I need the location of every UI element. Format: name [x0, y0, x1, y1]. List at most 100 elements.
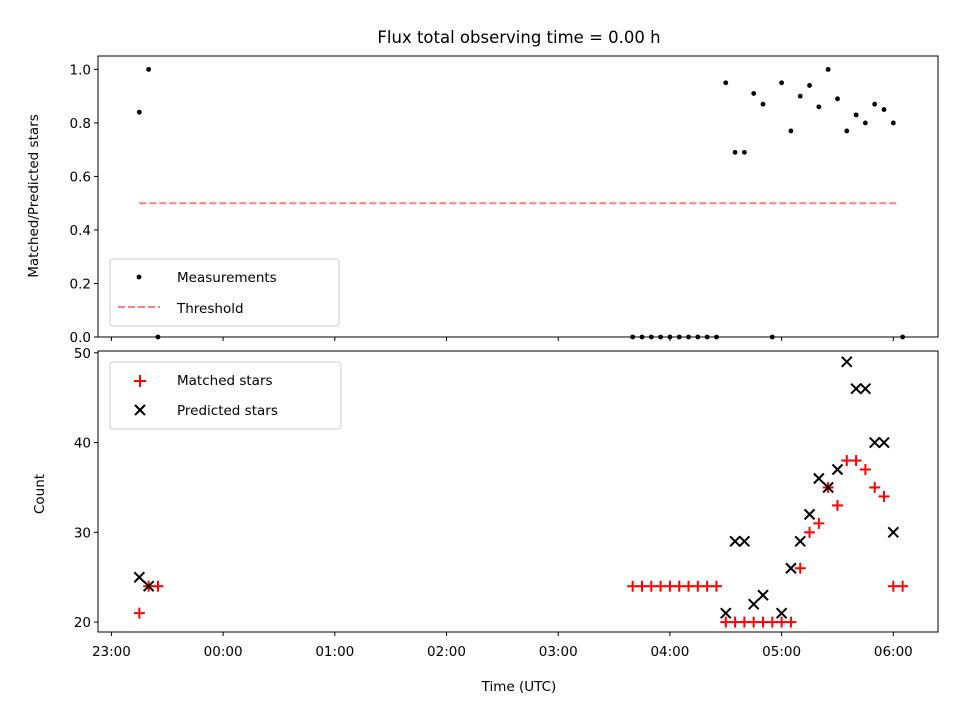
matched-star-point: [757, 616, 769, 628]
predicted-star-point: [785, 562, 797, 574]
predicted-star-point: [850, 382, 862, 395]
predicted-star-point: [868, 436, 881, 449]
x-tick-label: 04:00: [650, 644, 689, 660]
bottom-legend: Matched stars Predicted stars: [109, 361, 342, 430]
predicted-star-point: [720, 607, 732, 619]
legend-predicted-label: Predicted stars: [177, 403, 278, 419]
top-y-tick-label: 0.2: [70, 276, 91, 292]
bottom-plot-area: [133, 356, 909, 628]
measurement-point: [807, 83, 812, 88]
bottom-legend-box: [109, 361, 342, 430]
x-axis-label: Time (UTC): [481, 679, 557, 695]
predicted-star-point: [878, 436, 890, 449]
matched-star-point: [897, 580, 909, 592]
matched-star-point: [850, 455, 862, 467]
x-tick-label: 02:00: [427, 644, 466, 660]
bottom-x-axis: 23:00 00:00 01:00 02:00 03:00 04:00 05:00 06:00: [92, 632, 913, 660]
matched-star-point: [655, 580, 667, 592]
x-tick-label: 01:00: [315, 644, 354, 660]
matched-star-point: [636, 580, 648, 592]
bottom-y-tick-label: 50: [74, 346, 91, 362]
matched-star-point: [813, 517, 825, 529]
matched-star-point: [878, 490, 890, 502]
measurement-point: [146, 66, 152, 72]
bottom-y-axis: 20 30 40 50: [74, 346, 98, 631]
measurement-point: [751, 91, 757, 96]
matched-star-point: [729, 616, 741, 628]
matched-star-point: [692, 580, 704, 592]
predicted-star-point: [757, 589, 769, 601]
matched-star-point: [152, 580, 164, 592]
measurement-point: [741, 149, 747, 155]
top-legend-box: [109, 258, 340, 327]
measurement-point: [835, 96, 840, 102]
predicted-star-point: [822, 481, 834, 494]
bottom-axes-frame: [97, 350, 939, 633]
top-legend: Measurements Threshold: [109, 258, 340, 327]
x-tick-label: 03:00: [539, 644, 578, 660]
matched-star-point: [710, 580, 722, 592]
matched-star-point: [766, 616, 778, 628]
matched-star-point: [804, 526, 816, 538]
top-x-ticks: [110, 337, 894, 341]
top-y-axis-label: Matched/Predicted stars: [26, 114, 42, 277]
x-tick-label: 00:00: [204, 644, 243, 660]
predicted-star-point: [831, 463, 844, 476]
top-y-tick-label: 0.6: [70, 169, 91, 185]
bottom-y-axis-label: Count: [32, 474, 48, 514]
matched-star-point: [841, 455, 853, 467]
top-panel: 0.0 0.2 0.4 0.6 0.8 1.0 Matched/Predicted sta…: [26, 55, 939, 346]
chart-title: Flux total observing time = 0.00 h: [377, 28, 660, 47]
x-tick-label: 06:00: [874, 644, 913, 660]
legend-matched-label: Matched stars: [177, 373, 273, 389]
matched-star-point: [831, 499, 843, 511]
measurement-point: [844, 128, 850, 134]
measurement-point: [890, 120, 896, 126]
predicted-star-point: [729, 535, 741, 548]
legend-measurements-marker: [136, 274, 142, 280]
predicted-star-point: [747, 598, 760, 610]
matched-star-point: [627, 580, 639, 592]
measurement-point: [816, 104, 822, 110]
legend-matched-marker: [134, 375, 146, 387]
legend-predicted-marker: [134, 404, 146, 416]
matched-star-point: [748, 616, 760, 628]
top-y-tick-label: 0.8: [70, 116, 91, 132]
matched-star-point: [673, 580, 685, 592]
predicted-star-point: [813, 472, 825, 485]
matched-star-point: [869, 481, 881, 493]
predicted-star-point: [887, 526, 900, 539]
x-tick-label: 23:00: [92, 644, 131, 660]
bottom-panel: 20 30 40 50 23:00 00:00 01:00 02:00 03:00 04:00 0…: [32, 346, 939, 695]
measurement-point: [136, 109, 142, 115]
predicted-star-point: [142, 580, 155, 592]
x-tick-label: 05:00: [762, 644, 801, 660]
matched-star-point: [859, 464, 871, 476]
predicted-star-point: [803, 508, 816, 521]
legend-threshold-label: Threshold: [176, 301, 244, 317]
measurement-point: [779, 80, 785, 86]
matched-star-point: [701, 580, 713, 592]
measurement-point: [825, 66, 831, 72]
measurement-point: [732, 149, 738, 155]
top-y-tick-label: 0.4: [70, 223, 91, 239]
predicted-star-point: [841, 356, 853, 368]
measurement-point: [881, 107, 887, 112]
matched-star-point: [645, 580, 657, 592]
top-y-tick-label: 1.0: [70, 62, 91, 78]
matched-star-point: [683, 580, 695, 592]
matched-star-point: [664, 580, 676, 592]
bottom-y-tick-label: 30: [74, 525, 91, 541]
measurement-point: [862, 120, 868, 126]
matched-star-point: [794, 562, 806, 574]
predicted-star-point: [738, 535, 751, 548]
predicted-star-point: [133, 571, 146, 583]
matched-star-point: [887, 580, 899, 592]
measurement-point: [788, 128, 794, 134]
top-y-axis: 0.0 0.2 0.4 0.6 0.8 1.0: [70, 62, 98, 346]
measurement-point: [797, 93, 803, 99]
top-y-tick-label: 0.0: [70, 330, 91, 346]
bottom-y-tick-label: 20: [74, 615, 91, 631]
